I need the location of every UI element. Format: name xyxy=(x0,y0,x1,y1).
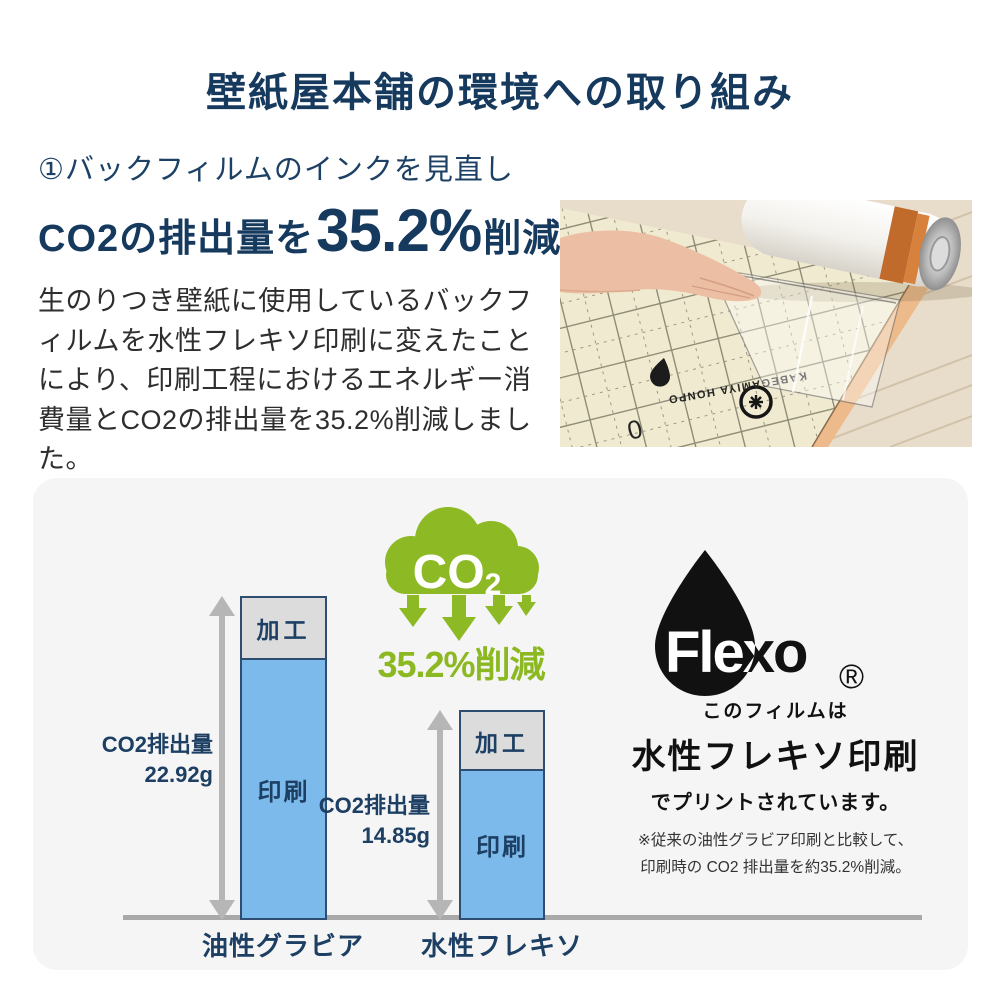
film-line1: このフィルムは xyxy=(702,701,849,722)
flexo-droplet-icon xyxy=(655,550,755,696)
lead-prefix: CO2の排出量を xyxy=(38,218,315,260)
film-line2: 水性フレキソ印刷 xyxy=(631,738,920,776)
intro-paragraph: 生のりつき壁紙に使用しているバックフィルムを水性フレキソ印刷に変えたことにより、… xyxy=(38,286,533,474)
bar-segment-printing: 印刷 xyxy=(461,771,543,918)
reduction-percent-text: 35.2%削減 xyxy=(377,644,545,685)
co2-cloud-svg: CO2 xyxy=(385,507,539,641)
flexo-wordmark-black: Flexo xyxy=(665,620,807,685)
lead-statement: CO2の排出量を 35.2% 削減 xyxy=(38,196,561,265)
printed-droplet-mark xyxy=(650,358,670,387)
wallpaper-roll xyxy=(741,200,961,291)
total-co2-right-label: CO2排出量 xyxy=(318,793,430,818)
film-note-line1: ※従来の油性グラビア印刷と比較して、 xyxy=(637,832,914,849)
lead-suffix: 削減 xyxy=(483,218,562,260)
printed-scale-number: 0 xyxy=(624,413,645,446)
segment-label: 印刷 xyxy=(476,834,528,861)
total-co2-right-value: 14.85g xyxy=(361,823,431,848)
bar-water-flexo: 加工 印刷 xyxy=(459,710,545,920)
photo-illustration: KABEGAMIYA HONPO 0 xyxy=(560,200,972,447)
sheet-edge-line xyxy=(811,279,913,447)
film-description: このフィルムは 水性フレキソ印刷 でプリントされています。 ※従来の油性グラビア… xyxy=(603,696,948,881)
product-photo: KABEGAMIYA HONPO 0 xyxy=(560,200,972,447)
total-co2-left-label: CO2排出量 xyxy=(101,732,213,757)
total-co2-right: CO2排出量 14.85g xyxy=(290,791,430,851)
segment-label: 加工 xyxy=(475,729,529,756)
co2-cloud-icon: CO2 xyxy=(373,500,548,641)
bar-oil-gravure: 加工 印刷 xyxy=(240,596,327,920)
film-note-line2: 印刷時の CO2 排出量を約35.2%削減。 xyxy=(640,859,911,876)
hand xyxy=(560,230,762,302)
printed-stamp-circle xyxy=(739,385,773,419)
flexo-wordmark-knockout: Flexo xyxy=(665,620,807,685)
cloud-co2-text: CO2 xyxy=(413,546,502,601)
total-co2-left: CO2排出量 22.92g xyxy=(73,730,213,790)
measure-arrow-left xyxy=(209,596,235,920)
bar-segment-processing: 加工 xyxy=(242,598,325,660)
category-label-oil-gravure: 油性グラビア xyxy=(201,931,364,961)
page-title: 壁紙屋本舗の環境への取り組み xyxy=(206,71,794,115)
lead-highlight-percent: 35.2% xyxy=(316,197,482,264)
sheet-orange-edge xyxy=(812,280,928,447)
section-heading: ①バックフィルムのインクを見直し xyxy=(38,154,514,186)
transparent-film xyxy=(708,267,901,408)
bar-segment-processing: 加工 xyxy=(461,712,543,771)
film-note: ※従来の油性グラビア印刷と比較して、 印刷時の CO2 排出量を約35.2%削減… xyxy=(603,827,948,881)
total-co2-left-value: 22.92g xyxy=(144,762,214,787)
film-line3: でプリントされています。 xyxy=(650,792,901,814)
flexo-logo-svg: Flexo Flexo ® xyxy=(655,550,864,696)
bar-segment-printing: 印刷 xyxy=(242,660,325,918)
category-label-water-flexo: 水性フレキソ xyxy=(420,931,583,961)
segment-label: 加工 xyxy=(256,617,311,643)
registered-trademark-icon: ® xyxy=(839,658,864,696)
printed-stamp-snowflake xyxy=(749,395,763,409)
measure-arrow-right xyxy=(427,710,453,920)
eco-summary-card: 加工 印刷 加工 印刷 CO2排出量 22.92g CO2排出量 14.85g … xyxy=(33,478,968,970)
flexo-logo: Flexo Flexo ® xyxy=(643,548,895,698)
segment-label: 印刷 xyxy=(257,778,310,806)
